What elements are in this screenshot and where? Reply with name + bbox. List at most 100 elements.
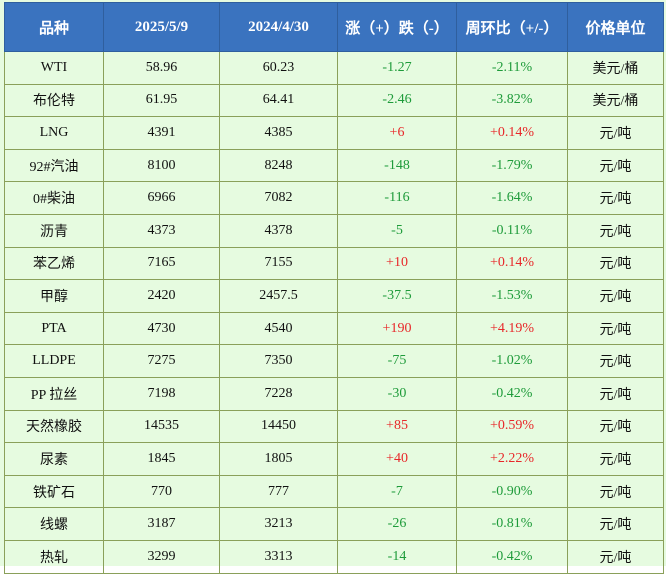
header-variety: 品种 — [4, 2, 104, 52]
cell-current-price: 7198 — [103, 376, 220, 411]
cell-previous-price: 8248 — [219, 148, 338, 183]
cell-weekly-pct: +0.14% — [456, 246, 568, 281]
cell-unit: 元/吨 — [567, 279, 664, 313]
cell-current-price: 14535 — [103, 409, 220, 444]
cell-change: +6 — [337, 116, 457, 150]
cell-variety: 0#柴油 — [4, 181, 104, 215]
cell-previous-price: 14450 — [219, 409, 338, 444]
cell-change: -7 — [337, 474, 457, 509]
table-row: 苯乙烯 7165 7155 +10 +0.14% 元/吨 — [4, 246, 664, 281]
table-row: 尿素 1845 1805 +40 +2.22% 元/吨 — [4, 442, 664, 476]
cell-previous-price: 7155 — [219, 246, 338, 281]
cell-previous-price: 60.23 — [219, 51, 338, 85]
cell-change: -1.27 — [337, 51, 457, 85]
table-row: 布伦特 61.95 64.41 -2.46 -3.82% 美元/桶 — [4, 83, 664, 118]
cell-change: -26 — [337, 507, 457, 541]
cell-previous-price: 4378 — [219, 213, 338, 248]
cell-unit: 元/吨 — [567, 148, 664, 183]
cell-variety: 沥青 — [4, 213, 104, 248]
table-row: 0#柴油 6966 7082 -116 -1.64% 元/吨 — [4, 181, 664, 215]
header-weekly-pct: 周环比（+/-） — [456, 2, 568, 52]
cell-variety: LNG — [4, 116, 104, 150]
table-row: WTI 58.96 60.23 -1.27 -2.11% 美元/桶 — [4, 51, 664, 85]
table-row: 线螺 3187 3213 -26 -0.81% 元/吨 — [4, 507, 664, 541]
cell-unit: 元/吨 — [567, 116, 664, 150]
cell-weekly-pct: -0.81% — [456, 507, 568, 541]
cell-variety: 热轧 — [4, 539, 104, 574]
cell-unit: 元/吨 — [567, 246, 664, 281]
cell-variety: 甲醇 — [4, 279, 104, 313]
cell-weekly-pct: -0.11% — [456, 213, 568, 248]
cell-previous-price: 7350 — [219, 344, 338, 378]
cell-unit: 元/吨 — [567, 474, 664, 509]
table-row: PP 拉丝 7198 7228 -30 -0.42% 元/吨 — [4, 376, 664, 411]
table-row: 天然橡胶 14535 14450 +85 +0.59% 元/吨 — [4, 409, 664, 444]
cell-previous-price: 64.41 — [219, 83, 338, 118]
cell-unit: 元/吨 — [567, 181, 664, 215]
commodity-price-table: 品种 2025/5/9 2024/4/30 涨（+）跌（-） 周环比（+/-） … — [4, 2, 664, 574]
cell-unit: 元/吨 — [567, 213, 664, 248]
cell-change: -2.46 — [337, 83, 457, 118]
cell-weekly-pct: +4.19% — [456, 311, 568, 346]
table-row: 热轧 3299 3313 -14 -0.42% 元/吨 — [4, 539, 664, 574]
cell-weekly-pct: -1.53% — [456, 279, 568, 313]
cell-current-price: 4730 — [103, 311, 220, 346]
cell-variety: 苯乙烯 — [4, 246, 104, 281]
cell-current-price: 4373 — [103, 213, 220, 248]
cell-weekly-pct: -0.42% — [456, 539, 568, 574]
cell-change: -37.5 — [337, 279, 457, 313]
cell-unit: 元/吨 — [567, 507, 664, 541]
table-row: 铁矿石 770 777 -7 -0.90% 元/吨 — [4, 474, 664, 509]
cell-weekly-pct: -1.79% — [456, 148, 568, 183]
cell-unit: 美元/桶 — [567, 51, 664, 85]
cell-current-price: 61.95 — [103, 83, 220, 118]
cell-unit: 元/吨 — [567, 344, 664, 378]
table-row: 沥青 4373 4378 -5 -0.11% 元/吨 — [4, 213, 664, 248]
cell-change: +85 — [337, 409, 457, 444]
cell-previous-price: 777 — [219, 474, 338, 509]
cell-current-price: 4391 — [103, 116, 220, 150]
cell-previous-price: 7082 — [219, 181, 338, 215]
table-row: PTA 4730 4540 +190 +4.19% 元/吨 — [4, 311, 664, 346]
cell-weekly-pct: +2.22% — [456, 442, 568, 476]
cell-variety: 尿素 — [4, 442, 104, 476]
cell-variety: 布伦特 — [4, 83, 104, 118]
cell-variety: 铁矿石 — [4, 474, 104, 509]
table-header-row: 品种 2025/5/9 2024/4/30 涨（+）跌（-） 周环比（+/-） … — [4, 2, 664, 52]
header-current-date: 2025/5/9 — [103, 2, 220, 52]
cell-variety: PTA — [4, 311, 104, 346]
cell-weekly-pct: -1.64% — [456, 181, 568, 215]
cell-change: -5 — [337, 213, 457, 248]
cell-previous-price: 1805 — [219, 442, 338, 476]
cell-unit: 元/吨 — [567, 442, 664, 476]
cell-change: -30 — [337, 376, 457, 411]
cell-weekly-pct: +0.59% — [456, 409, 568, 444]
cell-current-price: 58.96 — [103, 51, 220, 85]
cell-change: -14 — [337, 539, 457, 574]
cell-current-price: 8100 — [103, 148, 220, 183]
cell-previous-price: 4385 — [219, 116, 338, 150]
cell-change: -116 — [337, 181, 457, 215]
cell-variety: 线螺 — [4, 507, 104, 541]
cell-previous-price: 4540 — [219, 311, 338, 346]
cell-current-price: 7275 — [103, 344, 220, 378]
table-row: LLDPE 7275 7350 -75 -1.02% 元/吨 — [4, 344, 664, 378]
cell-unit: 美元/桶 — [567, 83, 664, 118]
cell-change: +190 — [337, 311, 457, 346]
header-change: 涨（+）跌（-） — [337, 2, 457, 52]
cell-variety: 92#汽油 — [4, 148, 104, 183]
cell-weekly-pct: -3.82% — [456, 83, 568, 118]
cell-unit: 元/吨 — [567, 409, 664, 444]
cell-weekly-pct: -2.11% — [456, 51, 568, 85]
cell-unit: 元/吨 — [567, 311, 664, 346]
cell-variety: 天然橡胶 — [4, 409, 104, 444]
cell-unit: 元/吨 — [567, 539, 664, 574]
cell-previous-price: 3313 — [219, 539, 338, 574]
cell-current-price: 3187 — [103, 507, 220, 541]
cell-variety: LLDPE — [4, 344, 104, 378]
table-row: 甲醇 2420 2457.5 -37.5 -1.53% 元/吨 — [4, 279, 664, 313]
cell-previous-price: 3213 — [219, 507, 338, 541]
header-unit: 价格单位 — [567, 2, 664, 52]
cell-current-price: 1845 — [103, 442, 220, 476]
